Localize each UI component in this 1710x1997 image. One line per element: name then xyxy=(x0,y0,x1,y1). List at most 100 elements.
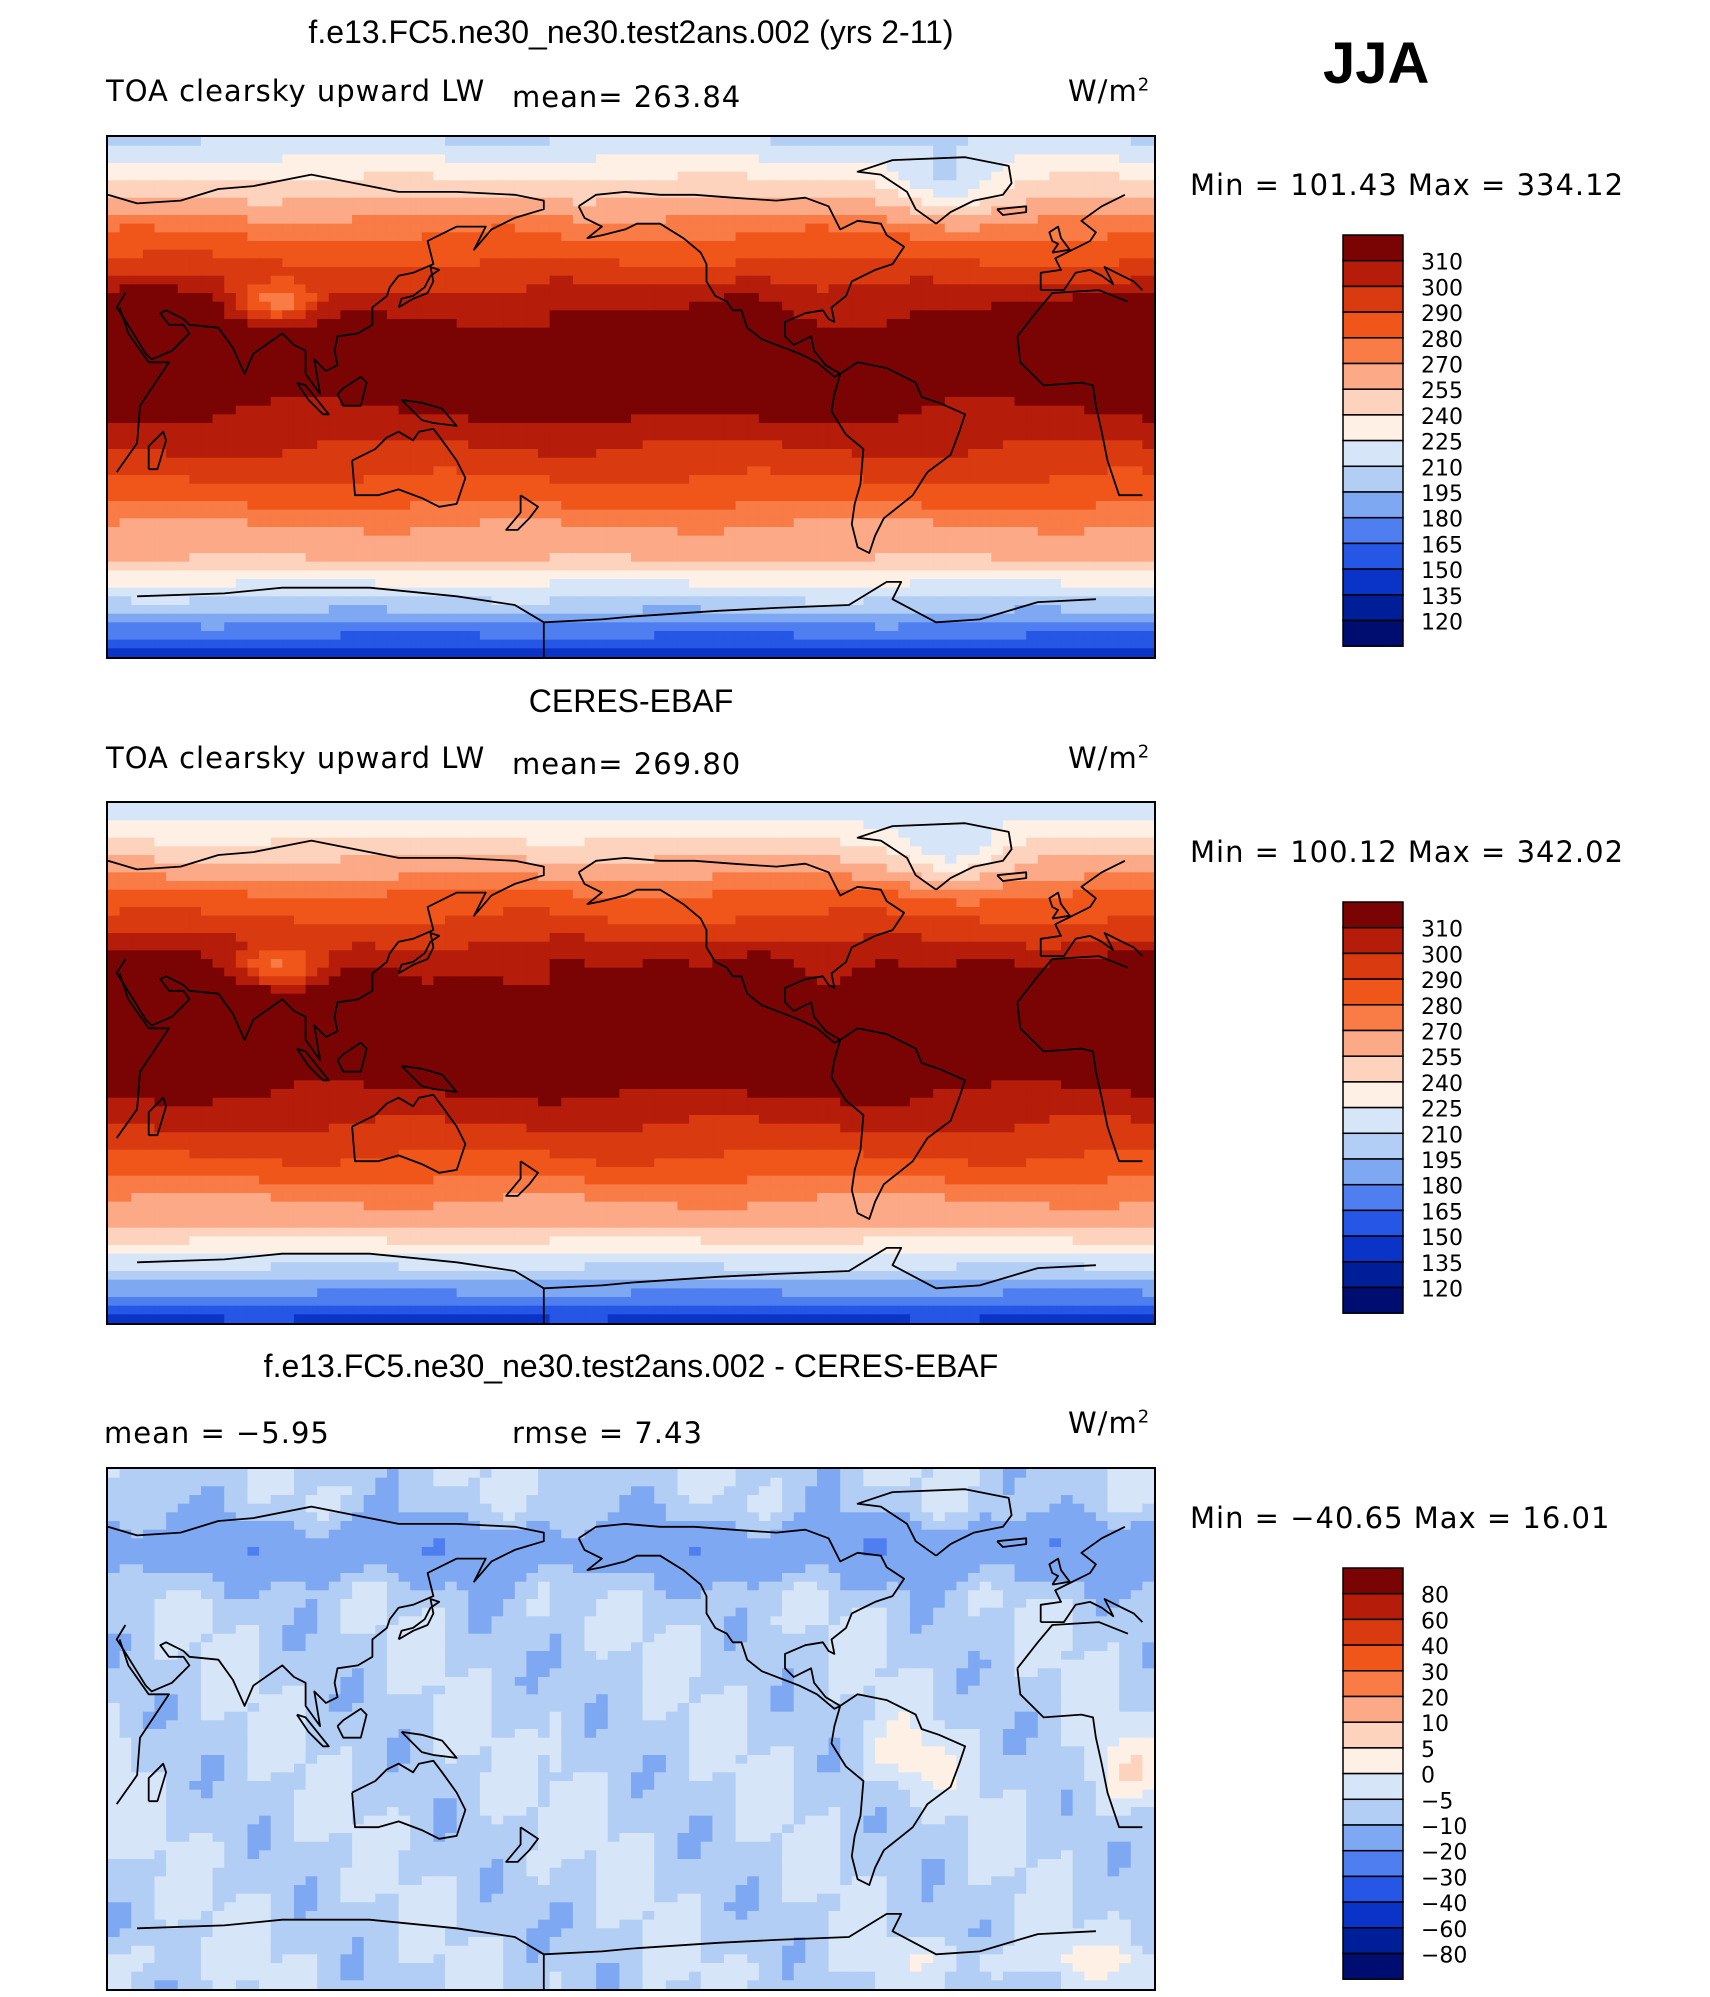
colorbar-tick-label: −10 xyxy=(1421,1815,1467,1840)
colorbar-box xyxy=(1342,1286,1404,1314)
colorbar-box xyxy=(1342,1798,1404,1826)
colorbar-tick-label: −80 xyxy=(1421,1944,1467,1969)
coastlines xyxy=(108,156,1144,657)
coastline xyxy=(115,1621,1143,1829)
colorbar-box xyxy=(1342,362,1404,390)
colorbar-tick-label: 30 xyxy=(1421,1661,1449,1686)
colorbar-box xyxy=(1342,414,1404,442)
coastlines xyxy=(108,1488,1144,1989)
coastline xyxy=(400,1731,458,1759)
coastline xyxy=(505,1160,539,1197)
colorbar-box xyxy=(1342,1824,1404,1852)
colorbar-box xyxy=(1342,1695,1404,1723)
colorbar-box xyxy=(1342,465,1404,493)
panel-3-minmax: Min = −40.65 Max = 16.01 xyxy=(1190,1501,1611,1535)
colorbar-tick-label: 290 xyxy=(1421,302,1463,327)
coastline xyxy=(137,1913,1096,1989)
colorbar-tick-label: 280 xyxy=(1421,995,1463,1020)
coastline xyxy=(577,1523,905,1710)
colorbar-tick-label: 10 xyxy=(1421,1712,1449,1737)
colorbar-tick-label: 60 xyxy=(1421,1609,1449,1634)
coastline xyxy=(137,581,1096,657)
coastline xyxy=(397,1598,441,1641)
colorbar-box xyxy=(1342,1952,1404,1980)
panel-3-units-label: W/m2 xyxy=(1068,1406,1151,1440)
colorbar-tick-label: −30 xyxy=(1421,1866,1467,1891)
colorbar-tick-label: 20 xyxy=(1421,1687,1449,1712)
panel-3-title: f.e13.FC5.ne30_ne30.test2ans.002 - CERES… xyxy=(263,1348,999,1384)
map-field xyxy=(108,1469,1154,1989)
colorbar-box xyxy=(1342,439,1404,468)
colorbar-box xyxy=(1342,978,1404,1006)
panel-1-title: f.e13.FC5.ne30_ne30.test2ans.002 (yrs 2-… xyxy=(308,14,954,50)
coastline xyxy=(296,1713,330,1748)
coastline xyxy=(336,375,368,407)
colorbar-tick-label: 240 xyxy=(1421,405,1463,430)
colorbar-tick-label: 0 xyxy=(1421,1764,1435,1789)
coastline xyxy=(996,205,1028,216)
coastline xyxy=(137,1247,1096,1323)
colorbar-tick-label: 195 xyxy=(1421,1149,1463,1174)
colorbar-box xyxy=(1342,1670,1404,1698)
coastline xyxy=(296,1047,330,1082)
coastlines xyxy=(108,822,1144,1323)
panel-2-mean-label: mean= 269.80 xyxy=(512,747,742,781)
colorbar-tick-label: 120 xyxy=(1421,611,1463,636)
colorbar-box xyxy=(1342,1183,1404,1212)
colorbar-tick-label: −40 xyxy=(1421,1892,1467,1917)
colorbar-box xyxy=(1342,234,1404,262)
coastline xyxy=(351,1093,467,1174)
coastline xyxy=(400,1065,458,1093)
panel-3-rmse-label: rmse = 7.43 xyxy=(512,1416,703,1450)
coastline xyxy=(577,191,905,378)
colorbar-box xyxy=(1342,1081,1404,1109)
coastline xyxy=(351,1759,467,1840)
panel-1-colorbar: 310 300 290 280 270 255 240 225 210 195 180 165 150 1… xyxy=(1342,234,1463,650)
colorbar-box xyxy=(1342,1644,1404,1672)
colorbar-tick-label: 150 xyxy=(1421,559,1463,584)
coastline xyxy=(115,955,1143,1163)
colorbar-box xyxy=(1342,388,1404,416)
colorbar-box xyxy=(1342,1132,1404,1160)
panel-3-colorbar: 80 60 40 30 20 10 5 0 −5 −10 −20 −30 −40 −60 −80 xyxy=(1342,1567,1467,1983)
panel-1-map xyxy=(106,135,1156,659)
colorbar-box xyxy=(1342,1106,1404,1135)
panel-1-variable-label: TOA clearsky upward LW xyxy=(106,74,486,108)
colorbar-tick-label: 180 xyxy=(1421,1175,1463,1200)
colorbar-tick-label: 40 xyxy=(1421,1635,1449,1660)
panel-3-map xyxy=(106,1467,1156,1991)
colorbar-box xyxy=(1342,1567,1404,1595)
colorbar-tick-label: 270 xyxy=(1421,354,1463,379)
coastline xyxy=(296,381,330,416)
colorbar-box xyxy=(1342,1029,1404,1057)
colorbar-box xyxy=(1342,594,1404,622)
coastline xyxy=(336,1707,368,1739)
panel-3-mean-label: mean = −5.95 xyxy=(104,1416,330,1450)
colorbar-box xyxy=(1342,1721,1404,1749)
colorbar-box xyxy=(1342,1235,1404,1263)
colorbar-tick-label: 195 xyxy=(1421,482,1463,507)
coastline xyxy=(115,289,1143,497)
coastline xyxy=(108,839,1144,1061)
panel-2-variable-label: TOA clearsky upward LW xyxy=(106,741,486,775)
colorbar-tick-label: 310 xyxy=(1421,918,1463,943)
colorbar-tick-label: 135 xyxy=(1421,585,1463,610)
colorbar-tick-label: 135 xyxy=(1421,1252,1463,1277)
colorbar-box xyxy=(1342,901,1404,929)
coastline xyxy=(1048,1557,1071,1586)
colorbar-box xyxy=(1342,619,1404,647)
colorbar-tick-label: 225 xyxy=(1421,1098,1463,1123)
coastline xyxy=(400,399,458,427)
coastline xyxy=(577,857,905,1044)
coastline xyxy=(147,1096,167,1137)
colorbar-box xyxy=(1342,1875,1404,1903)
coastline xyxy=(830,1693,966,1886)
colorbar-box xyxy=(1342,1772,1404,1801)
colorbar-box xyxy=(1342,516,1404,545)
colorbar-tick-label: 165 xyxy=(1421,1200,1463,1225)
coastline xyxy=(336,1041,368,1073)
colorbar-tick-label: 255 xyxy=(1421,1046,1463,1071)
colorbar-box xyxy=(1342,1158,1404,1186)
colorbar-tick-label: −20 xyxy=(1421,1841,1467,1866)
colorbar-box xyxy=(1342,1747,1404,1775)
